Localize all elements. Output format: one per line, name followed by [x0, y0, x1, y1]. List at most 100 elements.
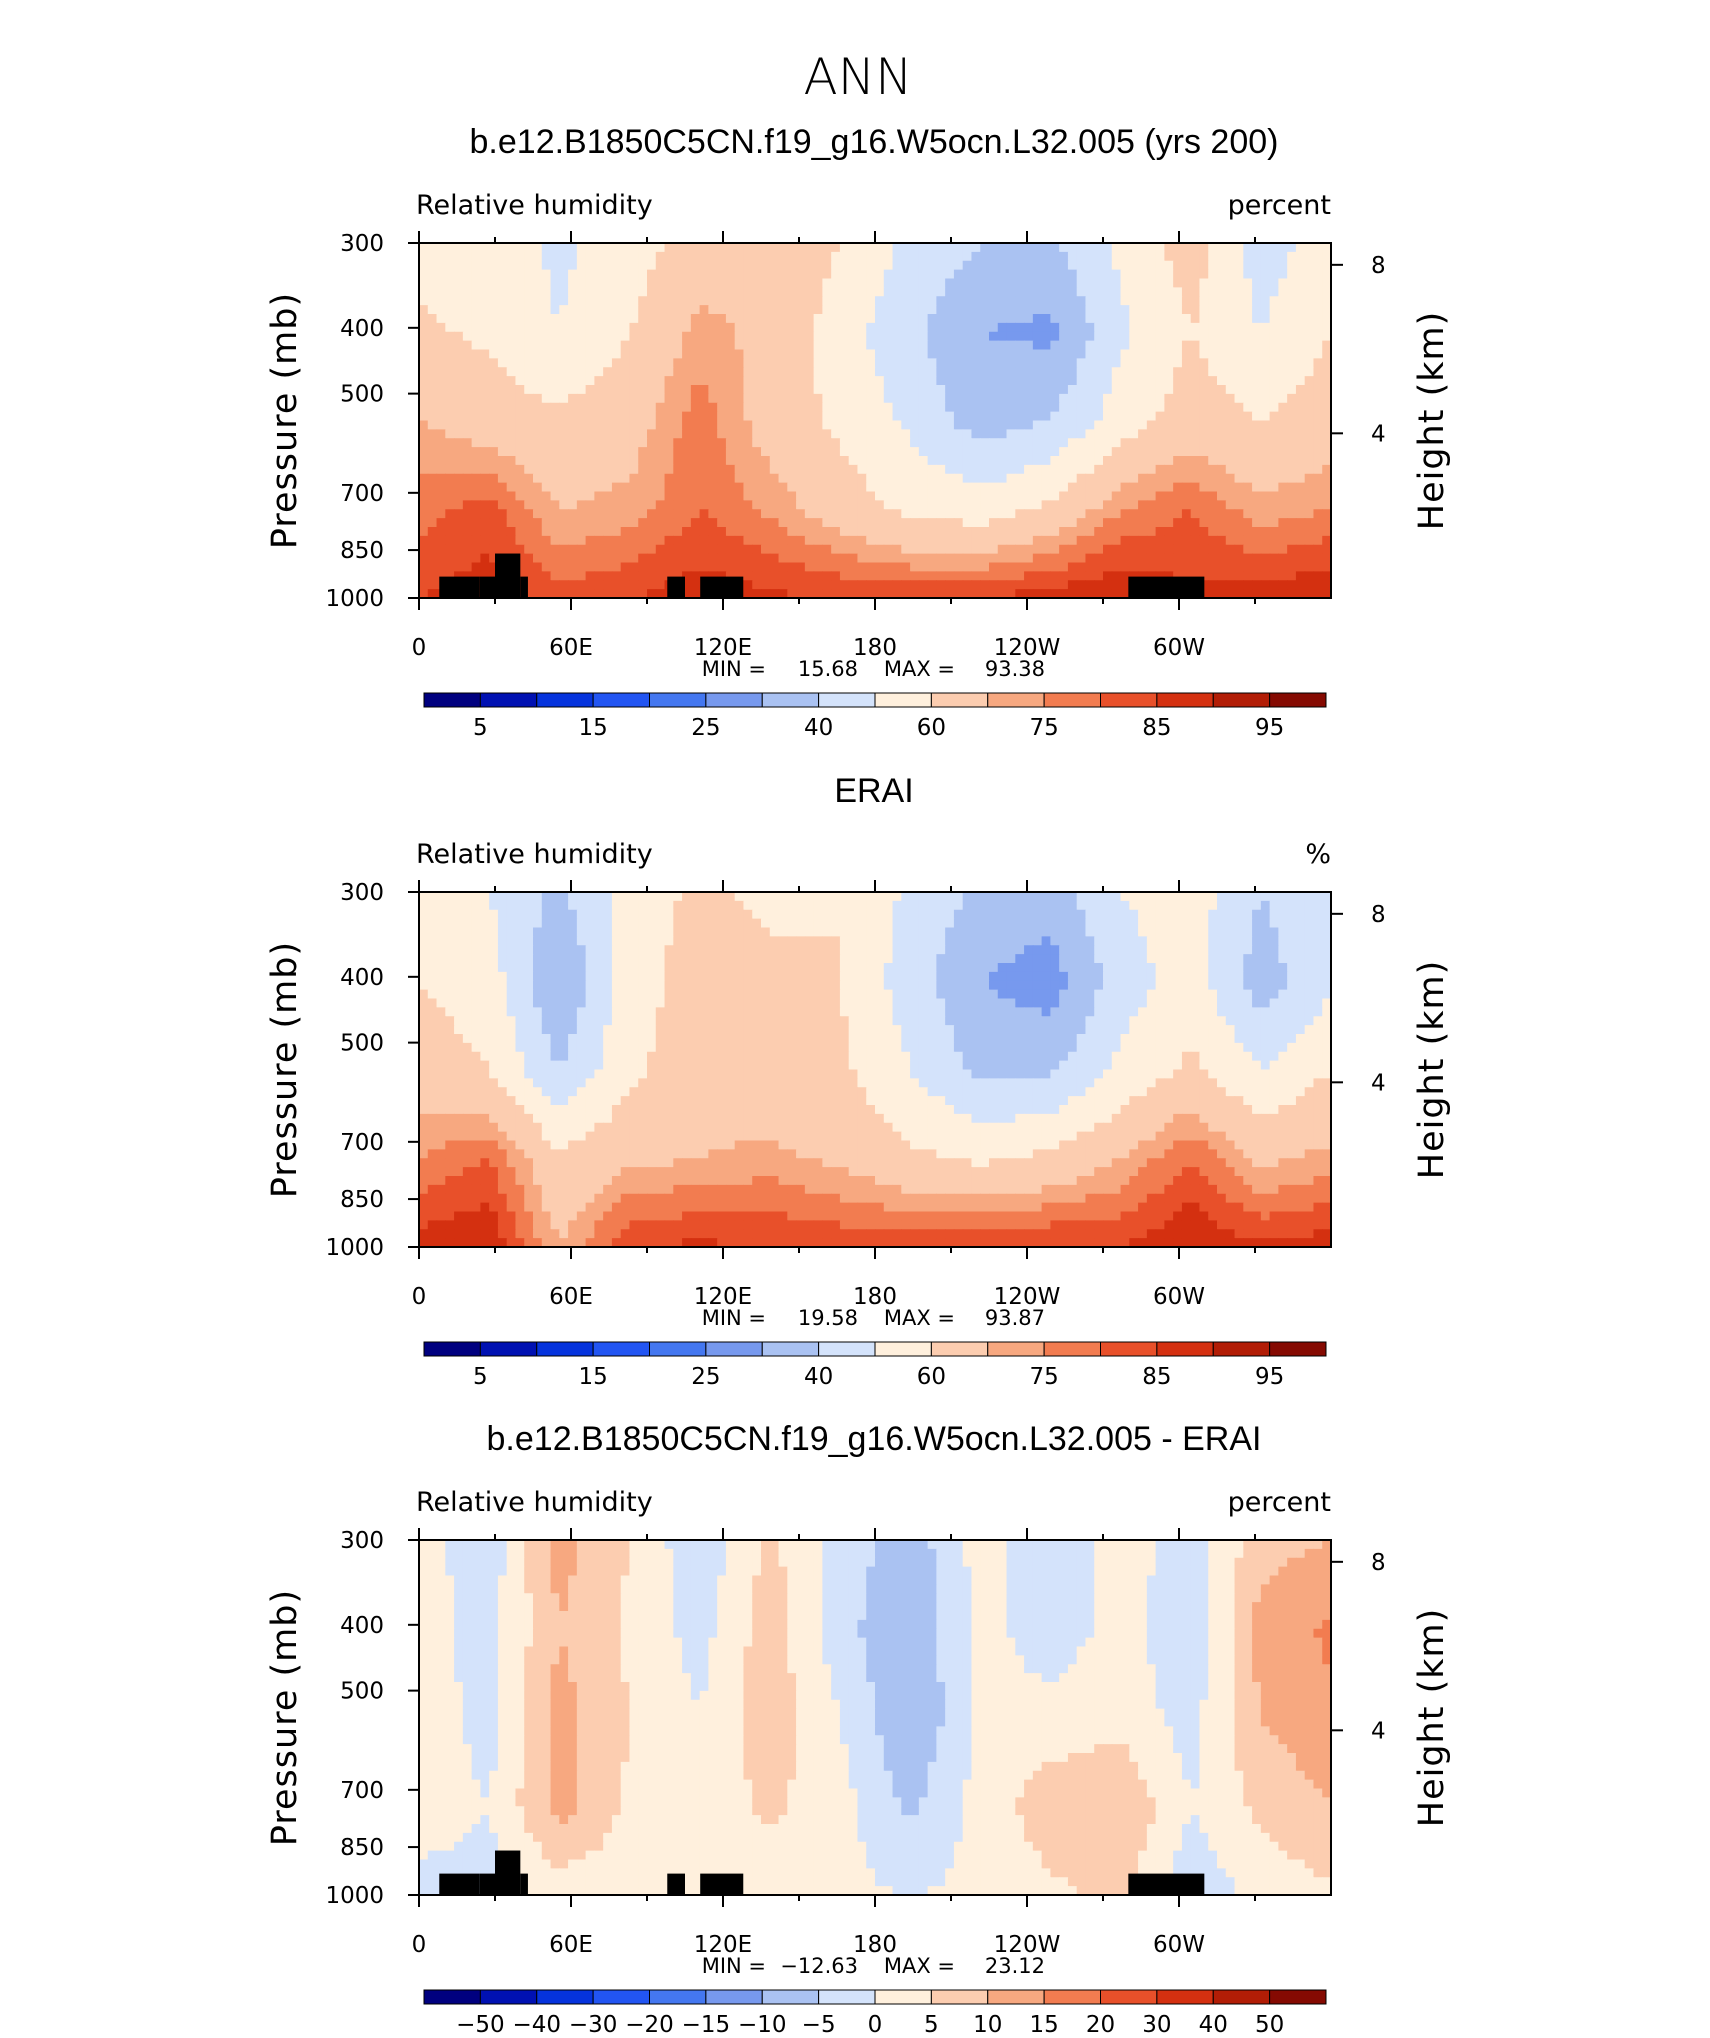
field-cell [559, 909, 569, 920]
field-cell [717, 473, 727, 484]
field-cell [454, 296, 464, 306]
field-cell [629, 456, 639, 466]
field-cell [989, 438, 999, 448]
field-cell [839, 900, 850, 911]
field-cell [638, 260, 648, 271]
field-cell [497, 358, 508, 368]
field-cell [436, 936, 446, 946]
field-cell [664, 562, 674, 572]
field-cell [1234, 376, 1244, 386]
field-cell [1085, 305, 1095, 315]
field-cell [1041, 936, 1051, 946]
field-cell [962, 376, 973, 386]
field-cell [471, 473, 481, 484]
field-cell [989, 544, 999, 555]
field-cell [1181, 892, 1192, 902]
field-cell [471, 927, 481, 937]
field-cell [445, 464, 455, 475]
field-cell [787, 385, 797, 395]
field-cell [1181, 945, 1192, 955]
field-cell [1295, 535, 1306, 546]
field-cell [787, 243, 797, 253]
field-cell [1111, 909, 1122, 920]
field-cell [1041, 305, 1051, 315]
field-cell [1208, 553, 1218, 564]
field-cell [883, 358, 894, 368]
field-cell [892, 296, 902, 306]
field-cell [585, 260, 595, 271]
field-cell [778, 243, 788, 253]
field-cell [1164, 402, 1174, 413]
field-cell [427, 438, 438, 448]
field-cell [1199, 305, 1209, 315]
field-cell [462, 314, 473, 324]
field-cell [1304, 340, 1315, 351]
field-cell [471, 527, 481, 537]
field-cell [953, 553, 964, 564]
field-cell [1120, 482, 1130, 493]
field-cell [725, 331, 736, 342]
field-cell [725, 491, 736, 501]
field-cell [533, 296, 543, 306]
field-cell [936, 447, 946, 457]
field-cell [638, 553, 648, 564]
field-cell [997, 580, 1008, 590]
field-cell [1287, 892, 1297, 902]
field-cell [489, 945, 499, 955]
field-cell [761, 420, 771, 430]
field-cell [1050, 402, 1060, 413]
field-cell [1190, 260, 1201, 271]
field-cell [743, 500, 753, 510]
field-cell [1067, 296, 1078, 306]
field-cell [1243, 562, 1253, 572]
field-cell [497, 367, 508, 377]
field-cell [682, 553, 692, 564]
field-cell [1234, 482, 1244, 493]
field-cell [559, 420, 569, 430]
field-cell [1041, 411, 1051, 422]
field-cell [1287, 900, 1297, 911]
field-cell [857, 296, 867, 306]
field-cell [664, 393, 674, 404]
field-cell [997, 251, 1008, 262]
field-cell [427, 892, 438, 902]
field-cell [524, 393, 534, 404]
field-cell [1024, 589, 1034, 598]
field-cell [708, 411, 718, 422]
field-cell [1199, 892, 1209, 902]
field-cell [1094, 892, 1104, 902]
field-cell [419, 393, 429, 404]
field-cell [629, 447, 639, 457]
field-cell [533, 251, 543, 262]
field-cell [682, 900, 692, 911]
field-cell [1085, 482, 1095, 493]
field-cell [1041, 251, 1051, 262]
field-cell [1278, 544, 1288, 555]
field-cell [1260, 473, 1271, 484]
y-right-tick-label: 4 [1371, 421, 1386, 447]
field-cell [1032, 367, 1043, 377]
field-cell [945, 909, 955, 920]
field-cell [717, 553, 727, 564]
field-cell [1094, 376, 1104, 386]
field-cell [822, 322, 832, 333]
field-cell [1287, 473, 1297, 484]
field-cell [594, 527, 604, 537]
field-cell [1225, 927, 1236, 937]
field-cell [550, 945, 560, 955]
field-cell [1146, 456, 1157, 466]
field-cell [1313, 500, 1323, 510]
field-cell [1199, 340, 1209, 351]
field-cell [699, 927, 709, 937]
field-cell [1225, 287, 1236, 297]
field-cell [427, 544, 438, 555]
field-cell [708, 535, 718, 546]
field-cell [1217, 562, 1227, 572]
field-cell [839, 278, 850, 288]
field-cell [603, 491, 613, 501]
field-cell [1146, 909, 1157, 920]
field-cell [1067, 535, 1078, 546]
field-cell [1304, 580, 1315, 590]
field-cell [1295, 305, 1306, 315]
field-cell [620, 287, 631, 297]
